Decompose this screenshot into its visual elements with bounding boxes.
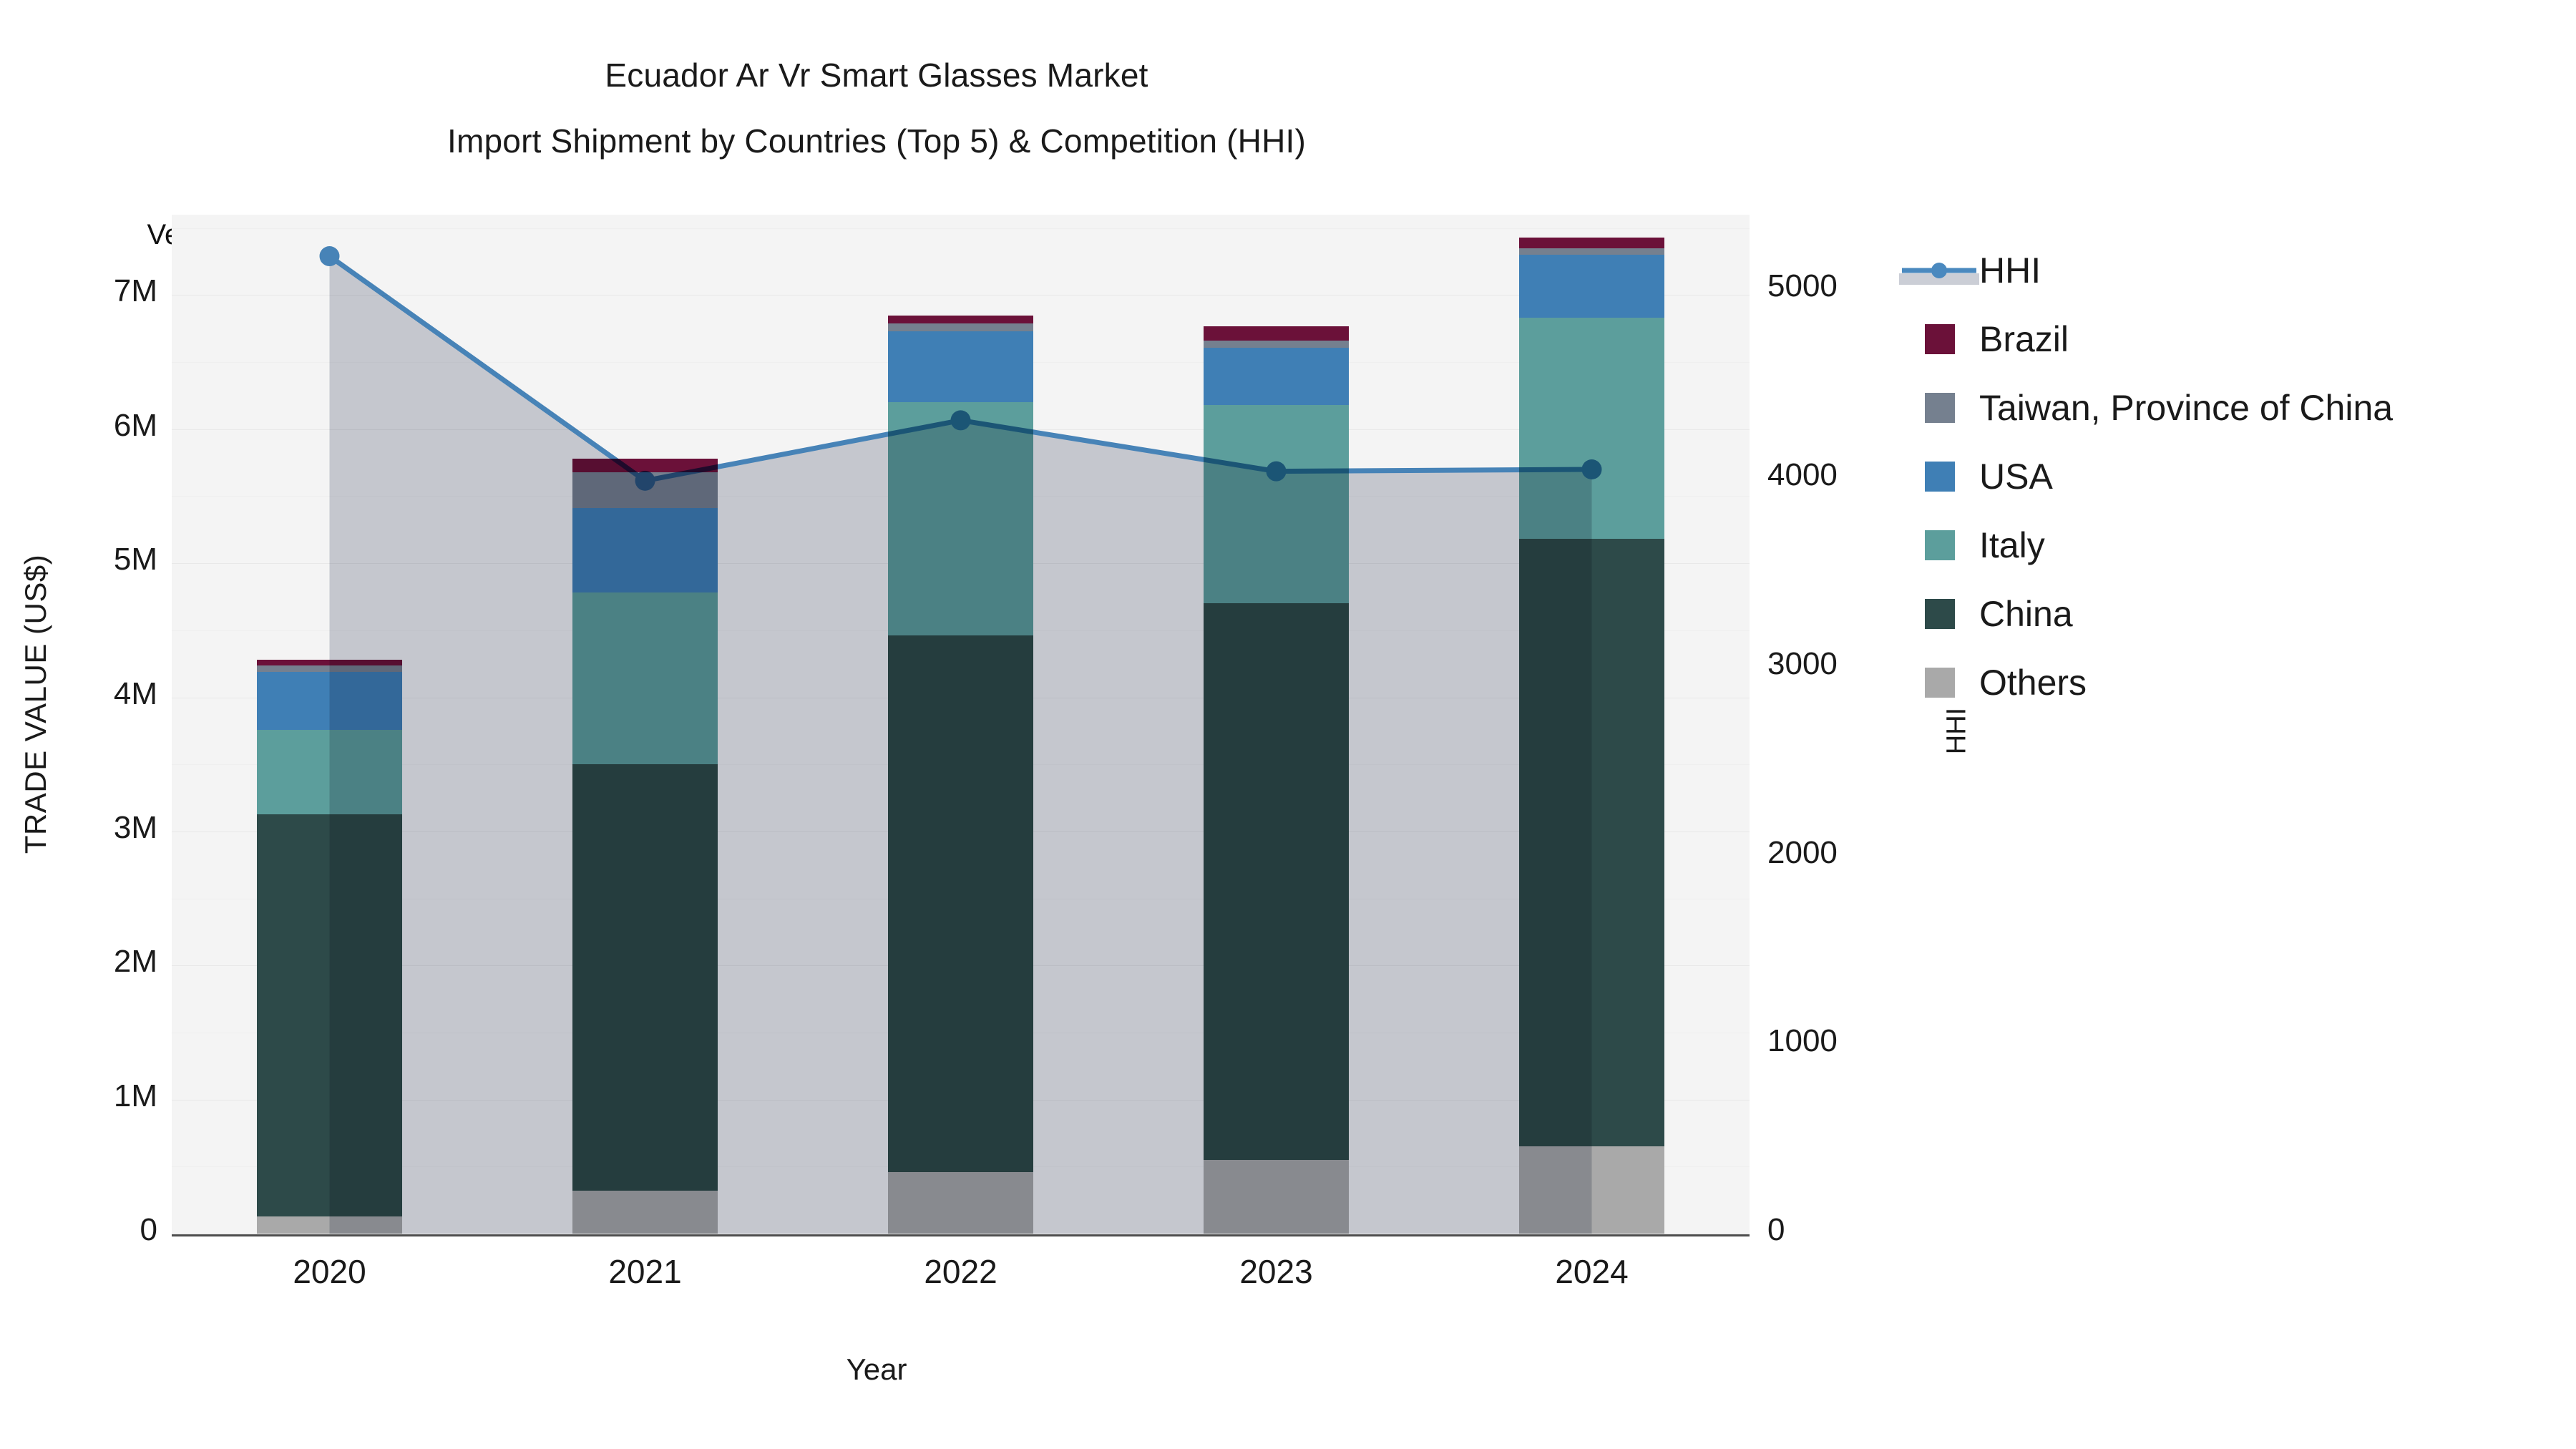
y-axis-tick-right: 5000 — [1767, 268, 1838, 304]
bar-segment[interactable] — [888, 323, 1033, 332]
x-axis-line — [172, 1234, 1750, 1236]
legend-swatch — [1925, 530, 1955, 560]
y-axis-tick-left: 5M — [113, 542, 157, 577]
chart-title-line-2: Import Shipment by Countries (Top 5) & C… — [447, 122, 1306, 160]
y-axis-tick-right: 0 — [1767, 1212, 1785, 1247]
legend-item-taiwan-province-of-china[interactable]: Taiwan, Province of China — [1925, 374, 2555, 442]
bar-segment[interactable] — [257, 665, 402, 672]
gridline — [172, 295, 1750, 296]
legend-item-brazil[interactable]: Brazil — [1925, 305, 2555, 374]
x-axis-label: Year — [846, 1352, 907, 1386]
bar-segment[interactable] — [1204, 347, 1349, 406]
x-axis-tick-2021: 2021 — [608, 1253, 682, 1290]
hhi-data-point[interactable] — [319, 246, 340, 267]
legend-swatch — [1925, 462, 1955, 492]
legend-item-usa[interactable]: USA — [1925, 442, 2555, 511]
hhi-data-point[interactable] — [1266, 461, 1287, 482]
y-axis-tick-left: 1M — [113, 1078, 157, 1113]
hhi-area-fill — [329, 256, 1592, 1234]
bar-segment[interactable] — [1519, 248, 1664, 255]
gridline — [172, 228, 1750, 229]
chart-title-line-1: Ecuador Ar Vr Smart Glasses Market — [605, 57, 1148, 94]
legend-label: Brazil — [1979, 319, 2069, 359]
y-axis-tick-left: 3M — [113, 809, 157, 845]
y-axis-tick-left: 2M — [113, 944, 157, 980]
legend-label: Others — [1979, 663, 2087, 703]
legend-swatch — [1925, 324, 1955, 354]
x-axis-tick-2022: 2022 — [924, 1253, 997, 1290]
x-axis-tick-2020: 2020 — [293, 1253, 366, 1290]
legend-swatch — [1925, 393, 1955, 423]
legend-label: Italy — [1979, 525, 2045, 565]
legend-item-others[interactable]: Others — [1925, 648, 2555, 717]
y-axis-tick-right: 3000 — [1767, 645, 1838, 681]
hhi-data-point[interactable] — [950, 410, 971, 431]
legend-label: HHI — [1979, 250, 2041, 291]
y-axis-tick-left: 0 — [140, 1212, 157, 1247]
y-axis-tick-right: 4000 — [1767, 457, 1838, 493]
bar-segment[interactable] — [1204, 326, 1349, 341]
y-axis-label-left: TRADE VALUE (US$) — [19, 554, 52, 854]
bar-segment[interactable] — [888, 315, 1033, 323]
chart-legend: HHI Brazil Taiwan, Province of China USA Ita… — [1899, 236, 2555, 717]
hhi-data-point[interactable] — [1581, 459, 1602, 479]
legend-item-china[interactable]: China — [1925, 580, 2555, 648]
hhi-line-marker-icon — [1899, 255, 1979, 286]
bar-segment[interactable] — [888, 331, 1033, 403]
x-axis-tick-2024: 2024 — [1555, 1253, 1629, 1290]
legend-label: Taiwan, Province of China — [1979, 388, 2394, 428]
legend-item-hhi[interactable]: HHI — [1899, 236, 2555, 305]
y-axis-tick-right: 2000 — [1767, 834, 1838, 870]
y-axis-tick-left: 7M — [113, 273, 157, 309]
legend-item-italy[interactable]: Italy — [1925, 511, 2555, 580]
legend-swatch — [1925, 668, 1955, 698]
hhi-data-point[interactable] — [635, 470, 655, 491]
hhi-series-overlay — [319, 246, 1602, 1234]
y-axis-tick-left: 4M — [113, 675, 157, 711]
bar-segment[interactable] — [1204, 341, 1349, 348]
x-axis-tick-2023: 2023 — [1239, 1253, 1313, 1290]
bar-segment[interactable] — [1519, 255, 1664, 318]
legend-label: China — [1979, 594, 2073, 634]
legend-swatch — [1925, 599, 1955, 629]
legend-label: USA — [1979, 457, 2053, 497]
bar-segment[interactable] — [1519, 237, 1664, 248]
y-axis-tick-right: 1000 — [1767, 1023, 1838, 1059]
bar-segment[interactable] — [257, 660, 402, 665]
y-axis-tick-left: 6M — [113, 407, 157, 443]
